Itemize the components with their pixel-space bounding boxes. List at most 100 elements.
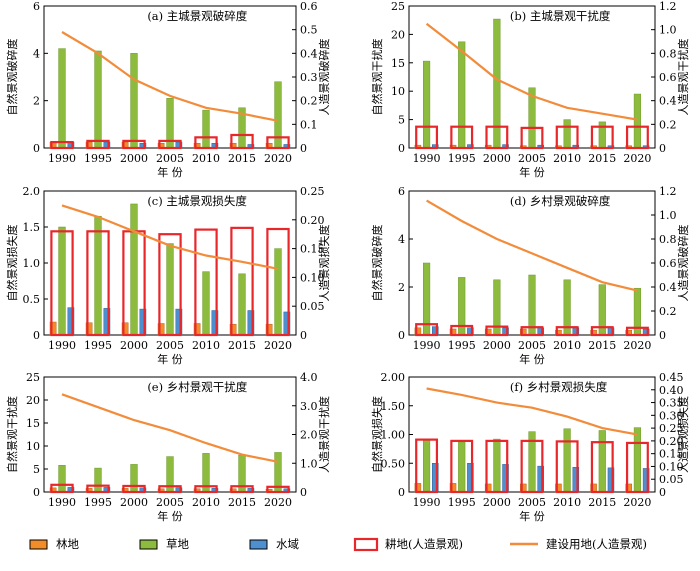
y-tick-label-right: 0.20 — [300, 214, 325, 227]
legend-item-water: 水域 — [249, 537, 299, 551]
line-construction — [61, 31, 279, 122]
x-tick-label: 2020 — [623, 496, 651, 509]
x-tick-label: 2000 — [483, 496, 511, 509]
bar-grass — [633, 427, 642, 493]
legend-item-grass: 草地 — [139, 537, 189, 551]
bar-farmland — [194, 485, 218, 494]
y-tick-label-right: 0.05 — [659, 473, 684, 486]
y-tick-label-right: 0.45 — [659, 371, 684, 384]
y-tick-label-right: 2.0 — [300, 429, 318, 442]
x-tick-label: 2000 — [120, 496, 148, 509]
y-tick-label-right: 0.6 — [300, 0, 318, 13]
panel-e: 0 5 10 15 20 25 0 1.0 2.0 3.0 4.0 1990 1995 2000 2005 2… — [5, 371, 331, 523]
bar-grass — [202, 109, 210, 149]
y-tick-label-left: 0 — [398, 329, 405, 342]
y-tick-label-right: 0.15 — [659, 448, 684, 461]
x-tick-label: 1995 — [84, 496, 112, 509]
legend-label: 建设用地(人造景观) — [546, 537, 647, 551]
x-tick-label: 2000 — [120, 152, 148, 165]
y-tick-label-left: 1.00 — [381, 429, 406, 442]
y-tick-label-right: 1.0 — [300, 457, 318, 470]
x-axis-title: 年 份 — [157, 165, 183, 179]
x-axis-title: 年 份 — [157, 509, 183, 523]
y-tick-label-left: 10 — [26, 440, 40, 453]
line-construction — [61, 204, 279, 270]
x-tick-label: 2010 — [553, 339, 581, 352]
y-tick-label-left: 4 — [398, 233, 405, 246]
bar-farmland — [266, 227, 290, 337]
x-axis-title: 年 份 — [157, 352, 183, 366]
bar-farmland — [450, 125, 474, 150]
bar-farmland — [555, 440, 579, 494]
x-tick-label: 2010 — [553, 152, 581, 165]
y-axis-title-right: 人造景观干扰度 — [676, 39, 690, 116]
x-tick-label: 1995 — [448, 152, 476, 165]
x-tick-label: 2020 — [264, 339, 292, 352]
y-tick-label-left: 0 — [398, 486, 405, 499]
x-tick-label: 1990 — [413, 152, 441, 165]
legend-label: 耕地(人造景观) — [385, 537, 463, 551]
legend-label: 草地 — [166, 537, 189, 551]
bar-farmland — [194, 228, 218, 337]
bar-farmland — [158, 233, 182, 337]
y-tick-label-right: 1.0 — [659, 24, 677, 37]
x-tick-label: 1995 — [84, 152, 112, 165]
x-tick-label: 2000 — [483, 339, 511, 352]
x-tick-label: 2015 — [588, 152, 616, 165]
panel-title: (a) 主城景观破碎度 — [147, 9, 247, 23]
bar-grass — [238, 273, 246, 336]
bar-farmland — [194, 136, 218, 150]
x-axis-title: 年 份 — [519, 165, 545, 179]
legend-item-forest: 林地 — [29, 537, 79, 551]
bar-grass — [493, 18, 501, 149]
y-tick-label-right: 0.15 — [300, 243, 325, 256]
y-tick-label-left: 6 — [398, 185, 405, 198]
line-construction — [425, 22, 638, 121]
legend-item-construction: 建设用地(人造景观) — [510, 537, 647, 551]
bar-grass — [130, 464, 138, 493]
y-tick-label-left: 15 — [391, 57, 405, 70]
x-tick-label: 2015 — [228, 339, 256, 352]
y-tick-label-right: 0.2 — [659, 305, 677, 318]
x-tick-label: 1990 — [413, 496, 441, 509]
line-construction — [426, 199, 638, 292]
bar-farmland — [625, 441, 649, 494]
panel-f: 00.501.001.502.0000.050.100.150.200.250.… — [370, 371, 690, 523]
legend-label: 水域 — [276, 537, 299, 551]
y-tick-label-right: 0.8 — [659, 47, 677, 60]
y-axis-title-right: 人造景观损失度 — [676, 396, 690, 473]
legend: 林地 草地 水域 耕地(人造景观) 建设用地(人造景观) — [29, 537, 647, 552]
y-tick-label-right: 3.0 — [300, 400, 318, 413]
y-axis-title-right: 人造景观破碎度 — [676, 225, 690, 302]
bar-farmland — [230, 485, 254, 494]
x-tick-label: 2020 — [264, 496, 292, 509]
x-tick-label: 2005 — [518, 152, 546, 165]
y-tick-label-left: 6 — [33, 0, 40, 13]
bar-grass — [422, 60, 431, 149]
y-tick-label-right: 0.3 — [300, 71, 318, 84]
y-tick-label-right: 0.35 — [659, 397, 684, 410]
x-tick-label: 2020 — [623, 339, 651, 352]
x-tick-label: 2005 — [518, 496, 546, 509]
bar-grass — [130, 53, 138, 149]
x-tick-label: 2010 — [192, 496, 220, 509]
bar-farmland — [520, 326, 544, 337]
bar-grass — [598, 430, 606, 493]
x-tick-label: 2020 — [623, 152, 651, 165]
x-tick-label: 2000 — [120, 339, 148, 352]
legend-swatch — [353, 537, 379, 552]
y-tick-label-left: 5 — [398, 114, 405, 127]
bar-farmland — [158, 485, 182, 494]
y-tick-label-left: 2 — [398, 281, 405, 294]
y-tick-label-right: 1.0 — [659, 209, 677, 222]
legend-label: 林地 — [56, 537, 79, 551]
y-axis-title-right: 人造景观破碎度 — [317, 39, 331, 116]
bar-farmland — [230, 226, 254, 337]
x-tick-label: 1995 — [448, 496, 476, 509]
x-tick-label: 2015 — [228, 496, 256, 509]
y-tick-label-left: 20 — [26, 394, 40, 407]
y-tick-label-left: 0 — [33, 486, 40, 499]
panel-title: (b) 主城景观干扰度 — [510, 9, 611, 23]
y-axis-title-right: 人造景观干扰度 — [317, 396, 331, 473]
x-tick-label: 2015 — [588, 339, 616, 352]
